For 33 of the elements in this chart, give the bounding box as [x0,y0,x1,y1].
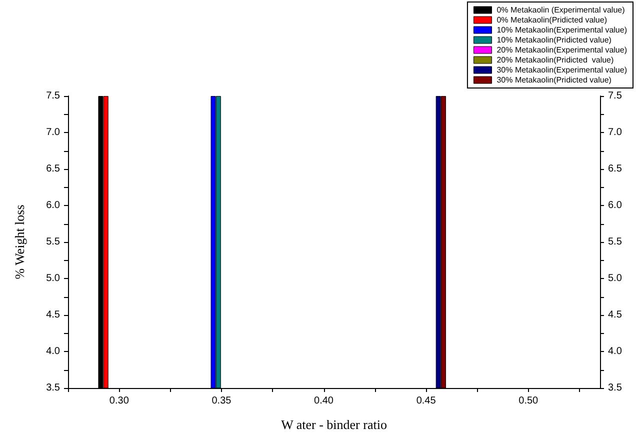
legend-label: 30% Metakaolin(Pridicted value) [496,76,612,84]
x-tick-label: 0.40 [314,396,334,406]
legend-label: 20% Metakaolin(Pridicted value) [496,56,614,64]
y-tick-label: 7.5 [46,90,60,102]
x-tick-label: 0.30 [109,396,130,406]
y-axis-title: % Weight loss [12,204,27,280]
y-tick-label: 6.5 [46,164,60,174]
y-tick-label: 4.5 [46,310,60,320]
x-tick-label: 0.45 [416,396,436,406]
y2-tick-label: 3.5 [608,382,622,394]
y2-tick-label: 7.5 [608,90,622,102]
y2-tick-label: 5.5 [608,236,622,248]
y2-tick-label: 4.0 [608,346,622,357]
legend-label: 10% Metakaolin(Experimental value) [496,26,628,34]
legend-label: 0% Metakaolin (Experimental value) [496,6,626,14]
y-tick-label: 4.0 [46,346,60,357]
x-tick-label: 0.35 [212,396,232,406]
y2-tick-label: 6.5 [608,164,622,174]
y-tick-label: 3.5 [46,382,60,394]
legend-label: 10% Metakaolin(Pridicted value) [496,36,612,44]
y2-tick-label: 6.0 [608,200,622,211]
legend-label: 30% Metakaolin(Experimental value) [496,66,628,74]
x-axis-title: W ater - binder ratio [281,417,387,432]
y2-tick-label: 5.0 [608,273,622,284]
y-tick-label: 5.0 [46,273,60,284]
y-tick-label: 7.0 [46,127,60,138]
y2-tick-label: 4.5 [608,310,622,320]
legend-label: 20% Metakaolin(Experimental value) [496,46,628,54]
y-tick-label: 6.0 [46,200,60,211]
y2-tick-label: 7.0 [608,127,622,138]
legend-label: 0% Metakaolin(Pridicted value) [496,16,608,24]
x-tick-label: 0.50 [518,396,539,406]
y-tick-label: 5.5 [46,236,60,248]
